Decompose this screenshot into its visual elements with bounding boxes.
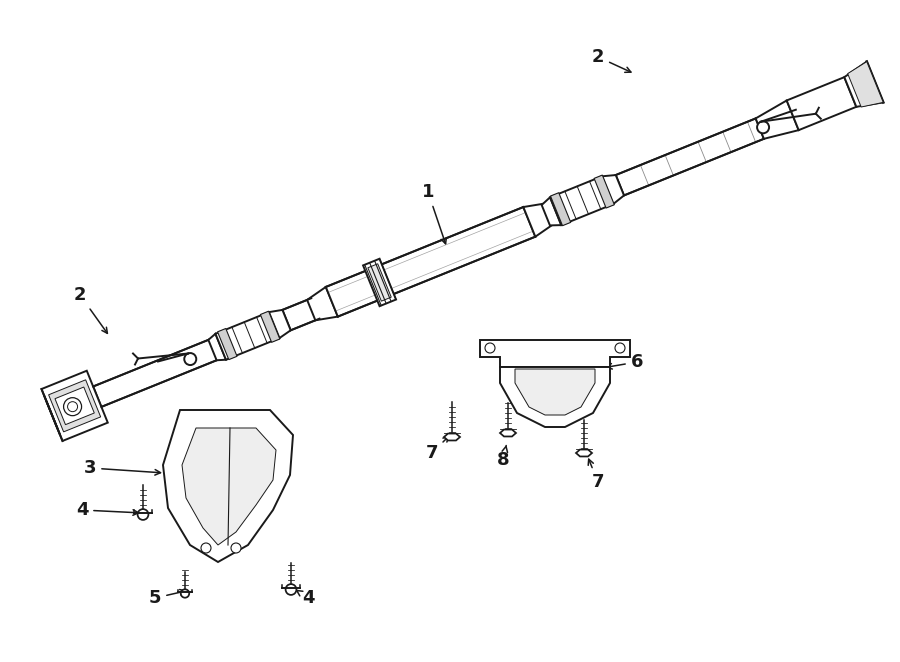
Text: 6: 6 (607, 353, 644, 371)
Circle shape (231, 543, 241, 553)
Circle shape (184, 353, 196, 365)
Polygon shape (269, 310, 291, 338)
Polygon shape (163, 410, 293, 562)
Polygon shape (551, 193, 571, 226)
Text: 4: 4 (296, 589, 314, 607)
Polygon shape (500, 367, 610, 427)
Polygon shape (594, 175, 615, 208)
Polygon shape (550, 176, 613, 225)
Polygon shape (616, 118, 764, 195)
Circle shape (201, 543, 211, 553)
Circle shape (64, 398, 82, 416)
Text: 1: 1 (422, 183, 446, 244)
Polygon shape (848, 62, 883, 107)
Circle shape (615, 343, 625, 353)
Circle shape (138, 509, 148, 520)
Text: 7: 7 (589, 459, 604, 491)
Polygon shape (283, 299, 320, 330)
Polygon shape (93, 338, 220, 407)
Text: 3: 3 (84, 459, 160, 477)
Polygon shape (41, 371, 108, 441)
Polygon shape (363, 259, 396, 307)
Polygon shape (307, 287, 338, 320)
Text: 7: 7 (426, 436, 449, 462)
Text: 5: 5 (148, 589, 185, 607)
Polygon shape (444, 434, 460, 440)
Polygon shape (218, 328, 237, 359)
Text: 2: 2 (74, 286, 107, 334)
Polygon shape (326, 207, 536, 316)
Polygon shape (576, 449, 592, 457)
Polygon shape (209, 334, 226, 360)
Polygon shape (480, 340, 630, 367)
Polygon shape (756, 101, 798, 139)
Polygon shape (260, 311, 280, 342)
Polygon shape (55, 387, 94, 424)
Polygon shape (182, 428, 276, 545)
Circle shape (757, 121, 770, 133)
Text: 4: 4 (76, 501, 139, 519)
Circle shape (68, 402, 77, 412)
Circle shape (181, 589, 189, 598)
Polygon shape (215, 312, 280, 359)
Polygon shape (523, 203, 554, 237)
Circle shape (285, 584, 296, 595)
Polygon shape (844, 62, 883, 107)
Polygon shape (515, 369, 595, 415)
Polygon shape (787, 77, 856, 130)
Polygon shape (368, 263, 392, 301)
Text: 8: 8 (497, 446, 509, 469)
Polygon shape (500, 430, 516, 436)
Polygon shape (542, 197, 562, 225)
Text: 2: 2 (592, 48, 631, 72)
Polygon shape (602, 175, 624, 204)
Circle shape (485, 343, 495, 353)
Polygon shape (49, 380, 101, 432)
